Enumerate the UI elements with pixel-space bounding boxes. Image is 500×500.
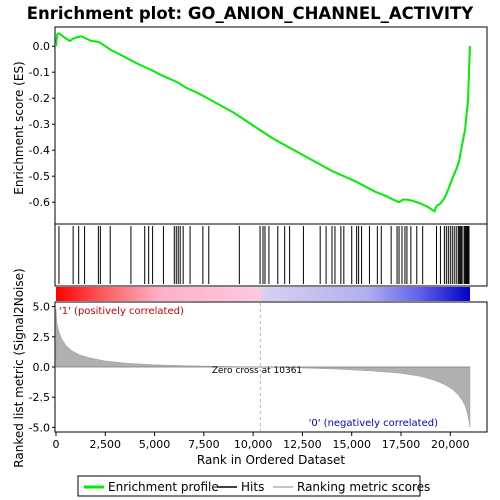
positive-correlated-label: '1' (positively correlated)	[59, 306, 184, 317]
x-tick-label-6: 15,000	[332, 438, 371, 451]
es-tick-label-6: -0.6	[29, 196, 50, 209]
chart-title: Enrichment plot: GO_ANION_CHANNEL_ACTIVI…	[27, 4, 475, 23]
es-y-ticks: 0.0 -0.1 -0.2 -0.3 -0.4 -0.5 -0.6	[29, 40, 55, 209]
metric-tick-label-2: 0.0	[33, 361, 51, 374]
zero-cross-label: Zero cross at 10361	[212, 366, 302, 376]
ranking-metric-area	[55, 308, 471, 428]
es-tick-label-2: -0.2	[29, 92, 50, 105]
metric-tick-label-1: 2.5	[33, 331, 51, 344]
es-tick-label-4: -0.4	[29, 144, 50, 157]
legend-enrichment-label: Enrichment profile	[108, 480, 219, 494]
x-tick-label-4: 10,000	[234, 438, 273, 451]
es-tick-label-1: -0.1	[29, 66, 50, 79]
es-y-axis-label: Enrichment score (ES)	[12, 61, 26, 194]
metric-tick-label-0: 5.0	[33, 301, 51, 314]
negative-correlated-label: '0' (negatively correlated)	[309, 418, 438, 429]
metric-y-axis-label: Ranked list metric (Signal2Noise)	[12, 268, 26, 467]
es-panel-frame	[54, 26, 488, 225]
x-tick-label-7: 17,500	[382, 438, 421, 451]
legend-hits-label: Hits	[241, 480, 264, 494]
x-tick-label-1: 2,500	[90, 438, 122, 451]
x-tick-label-0: 0	[53, 438, 60, 451]
metric-panel: 5.0 2.5 0.0 -2.5 -5.0 '1' (positively correl…	[29, 301, 488, 434]
x-tick-label-5: 12,500	[283, 438, 322, 451]
metric-tick-label-3: -2.5	[29, 391, 50, 404]
metric-tick-label-4: -5.0	[29, 421, 50, 434]
hits-panel-frame	[54, 223, 488, 287]
x-tick-label-8: 20,000	[431, 438, 470, 451]
es-panel: 0.0 -0.1 -0.2 -0.3 -0.4 -0.5 -0.6	[29, 26, 488, 225]
hits-panel	[54, 223, 488, 287]
legend-box	[77, 475, 421, 497]
hit-marks	[58, 226, 470, 284]
legend-metric-label: Ranking metric scores	[297, 480, 430, 494]
es-tick-label-5: -0.5	[29, 170, 50, 183]
es-tick-label-3: -0.3	[29, 118, 50, 131]
x-axis-label: Rank in Ordered Dataset	[197, 453, 345, 467]
x-tick-label-3: 7,500	[188, 438, 220, 451]
metric-y-ticks: 5.0 2.5 0.0 -2.5 -5.0	[29, 301, 55, 434]
x-axis-ticks: 0 2,500 5,000 7,500 10,000 12,500 15,000 17,500…	[53, 432, 470, 451]
rank-gradient-bar	[56, 287, 470, 301]
legend: Enrichment profile Hits Ranking metric s…	[77, 475, 430, 497]
rank-gradient-fill	[56, 287, 470, 301]
enrichment-profile-line	[55, 31, 471, 213]
x-tick-label-2: 5,000	[139, 438, 171, 451]
es-tick-label-0: 0.0	[33, 40, 51, 53]
